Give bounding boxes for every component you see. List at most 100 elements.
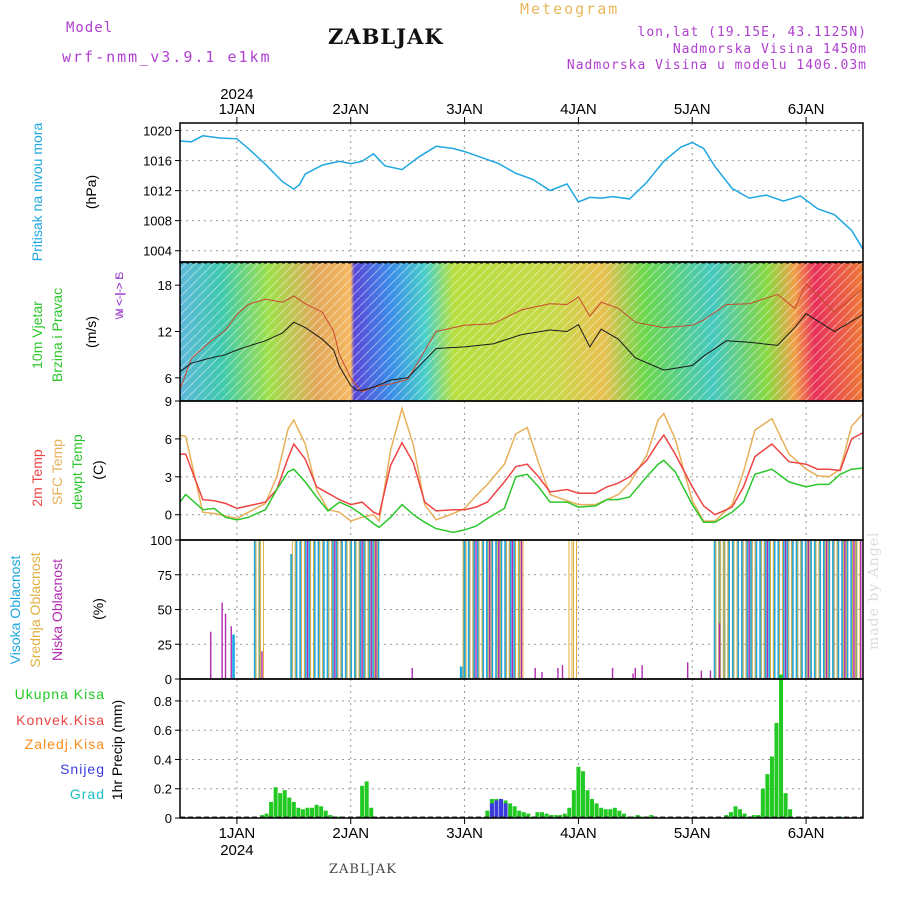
- precip-bar: [733, 806, 738, 818]
- cloud-bar: [853, 540, 855, 679]
- cloud-bar: [686, 662, 689, 679]
- cloud-bar: [766, 540, 769, 679]
- cloud-bar: [221, 602, 223, 679]
- precip-bar: [314, 804, 319, 818]
- cloud-bar: [722, 540, 726, 679]
- cloud-bar: [290, 553, 293, 679]
- cloud-bar: [800, 540, 803, 679]
- cloud-bar: [299, 540, 302, 679]
- temp-legend-2m: 2m Temp: [29, 449, 45, 507]
- precip-bar: [599, 807, 604, 818]
- cloud-bar: [481, 540, 485, 679]
- cloud-bar: [375, 540, 377, 679]
- cloud-legend-low: Niska Oblacnost: [49, 559, 65, 661]
- ytick-label: 1004: [143, 244, 172, 259]
- precip-bar: [769, 756, 774, 818]
- temp-legend-sfc: SFC Temp: [49, 439, 65, 505]
- cloud-bar: [561, 665, 564, 679]
- precipitation-frame: [179, 678, 864, 819]
- cloud-bar: [224, 613, 227, 679]
- cloud-bar: [777, 540, 781, 679]
- day-label-bottom: 5JAN: [674, 825, 711, 842]
- wind-direction-we: W <-|-> E: [114, 273, 126, 320]
- precip-bar: [369, 807, 374, 818]
- precip-bar: [517, 810, 522, 818]
- wind-title-line2: Brzina i Pravac: [49, 288, 65, 382]
- cloud-bar: [376, 540, 380, 679]
- precip-bar: [526, 813, 531, 818]
- cloud-bar: [772, 540, 776, 679]
- precip-bar: [751, 815, 756, 818]
- cloud-bar: [557, 667, 559, 679]
- wind-barb-texture: [180, 262, 863, 401]
- cloud-bar: [700, 670, 703, 679]
- cloud-bar: [786, 540, 790, 679]
- cloud-bar: [349, 540, 353, 679]
- precip-legend-1: Konvek.Kisa: [16, 712, 105, 728]
- precip-bar: [571, 790, 576, 818]
- cloud-bar: [344, 540, 348, 679]
- cloud-bar: [541, 672, 543, 679]
- series-line: [180, 431, 864, 516]
- day-label-top: 4JAN: [560, 101, 597, 118]
- cloud-bar: [860, 540, 862, 679]
- day-label-bottom: 6JAN: [788, 825, 825, 842]
- precip-bar: [360, 785, 365, 818]
- cloud-bar: [300, 539, 305, 680]
- cloud-bar: [850, 540, 853, 679]
- precip-bar: [535, 812, 540, 818]
- cloud-bar: [476, 540, 480, 679]
- precip-bar: [567, 807, 572, 818]
- cloud-bar: [813, 540, 817, 679]
- cloud-bar: [511, 540, 514, 679]
- cloud-bar: [467, 540, 471, 679]
- cloud-bar: [517, 540, 521, 679]
- cloud-bar: [782, 540, 785, 679]
- cloud-bar: [508, 540, 512, 679]
- precip-bar: [779, 674, 784, 818]
- cloud-bar: [334, 540, 336, 679]
- cloud-bar: [634, 667, 637, 679]
- precip-bar: [264, 813, 269, 818]
- cloud-bar: [784, 540, 787, 679]
- cloud-bar: [845, 540, 849, 679]
- cloud-bar: [459, 666, 463, 679]
- ytick-label: 1016: [143, 154, 172, 169]
- cloud-unit: (%): [90, 598, 106, 620]
- cloud-bar: [253, 540, 257, 679]
- day-label-bottom: 1JAN: [219, 825, 256, 842]
- cloud-legend-mid: Srednja Oblacnost: [27, 552, 43, 667]
- ytick-label: 6: [165, 371, 172, 386]
- ytick-label: 25: [158, 637, 172, 652]
- ytick-label: 50: [158, 603, 172, 618]
- cloud-bar: [715, 539, 720, 680]
- cloud-bar: [505, 539, 510, 680]
- cloud-bar: [313, 540, 316, 679]
- ytick-label: 18: [158, 278, 172, 293]
- precip-bar: [512, 806, 517, 818]
- precip-bar: [521, 812, 526, 818]
- cloud-bar: [736, 540, 740, 679]
- cloud-bar: [791, 540, 794, 679]
- station-title: ZABLJAK: [328, 24, 444, 49]
- precip-legend-0: Ukupna Kisa: [15, 686, 105, 702]
- precip-bar: [742, 813, 747, 818]
- cloud-bar: [472, 540, 475, 679]
- model-label: Model: [66, 20, 114, 36]
- precip-bar: [269, 801, 274, 818]
- precip-bar: [594, 803, 599, 818]
- cloud-bar: [355, 539, 360, 680]
- cloud-bar: [513, 540, 516, 679]
- precip-bar: [580, 771, 585, 818]
- cloud-bar: [335, 540, 339, 679]
- cloud-bar: [499, 540, 503, 679]
- cloud-legend-high: Visoka Oblacnost: [7, 556, 23, 665]
- cloud-bar: [498, 540, 500, 679]
- cloud-bar: [836, 540, 840, 679]
- cloud-bar: [745, 540, 749, 679]
- cloud-bar: [370, 540, 372, 679]
- year-label-top: 2024: [220, 86, 253, 103]
- precip-bar: [494, 800, 499, 818]
- cloud-bar: [641, 665, 643, 679]
